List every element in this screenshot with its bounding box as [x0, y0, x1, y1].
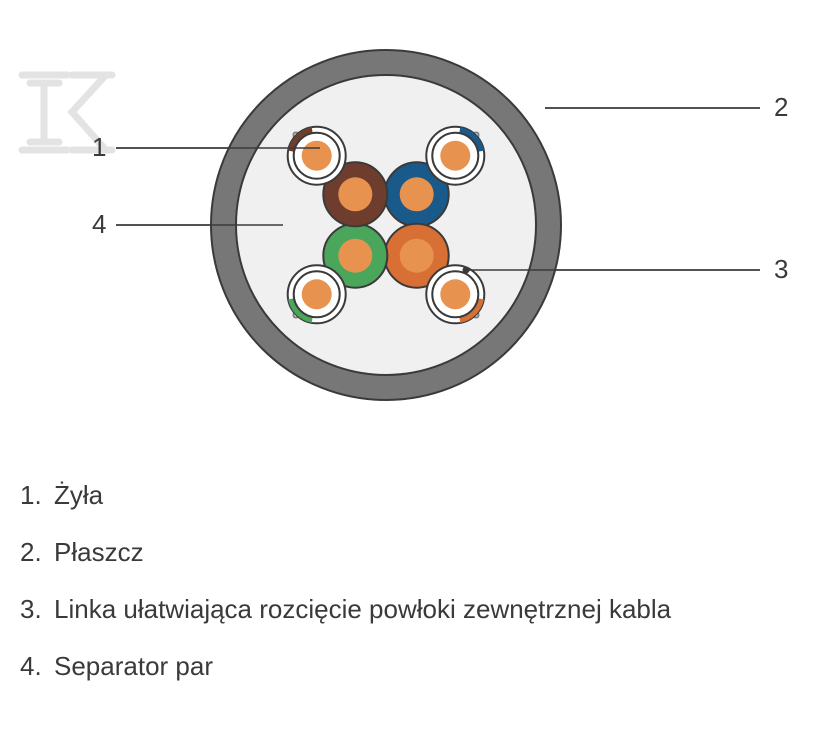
callout-3: 3: [774, 254, 788, 285]
callout-4-num: 4: [92, 209, 106, 239]
callout-2-num: 2: [774, 92, 788, 122]
legend-text: Linka ułatwiająca rozcięcie powłoki zewn…: [54, 594, 671, 625]
cable-cross-section: [0, 0, 814, 460]
legend-num: 4.: [20, 651, 50, 682]
legend-row: 2. Płaszcz: [20, 537, 794, 568]
legend-row: 1. Żyła: [20, 480, 794, 511]
callout-4: 4: [92, 209, 106, 240]
legend: 1. Żyła 2. Płaszcz 3. Linka ułatwiająca …: [0, 460, 814, 748]
callout-1-num: 1: [92, 132, 106, 162]
legend-text: Separator par: [54, 651, 213, 682]
callout-3-num: 3: [774, 254, 788, 284]
legend-text: Żyła: [54, 480, 103, 511]
legend-num: 2.: [20, 537, 50, 568]
callout-1: 1: [92, 132, 106, 163]
callout-2: 2: [774, 92, 788, 123]
diagram-container: 1 2 3 4: [0, 0, 814, 460]
legend-text: Płaszcz: [54, 537, 144, 568]
legend-num: 1.: [20, 480, 50, 511]
legend-row: 3. Linka ułatwiająca rozcięcie powłoki z…: [20, 594, 794, 625]
legend-row: 4. Separator par: [20, 651, 794, 682]
legend-num: 3.: [20, 594, 50, 625]
